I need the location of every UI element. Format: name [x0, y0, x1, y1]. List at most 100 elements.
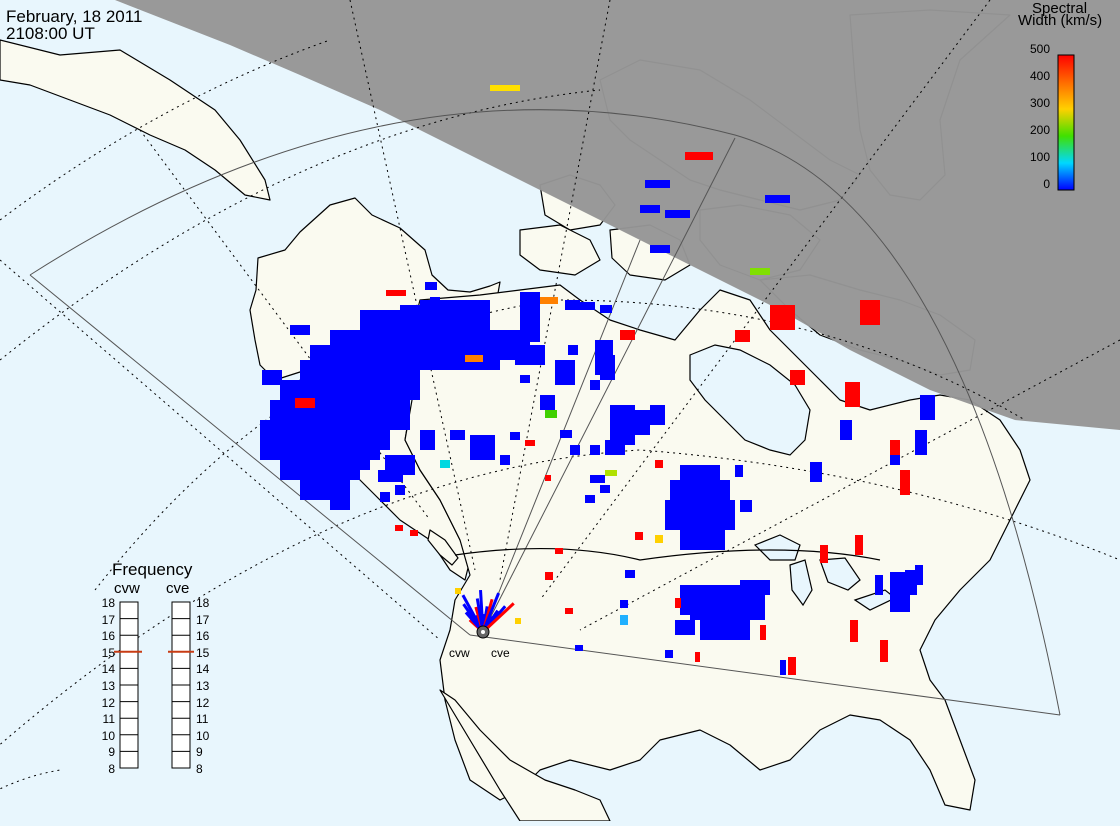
colorbar-tick: 500: [1029, 42, 1050, 56]
echo-cell: [380, 390, 410, 420]
echo-cell: [570, 445, 580, 455]
echo-cell: [395, 455, 407, 465]
echo-cell: [855, 535, 863, 555]
frequency-tick-label: 8: [196, 762, 203, 776]
echo-cell: [440, 460, 450, 468]
echo-cell: [700, 470, 720, 490]
echo-cell: [630, 410, 650, 435]
echo-cell: [380, 492, 390, 502]
echo-cell: [685, 152, 713, 160]
echo-cell: [565, 300, 580, 310]
echo-cell: [760, 625, 766, 640]
echo-cell: [555, 548, 563, 554]
great-lakes: [753, 534, 897, 611]
echo-cell: [675, 620, 695, 635]
echo-cell: [645, 180, 670, 188]
echo-cell: [400, 340, 460, 370]
echo-cell: [695, 652, 700, 662]
echo-cell: [915, 565, 923, 585]
echo-data: [260, 85, 935, 675]
frequency-tick-label: 11: [102, 712, 115, 727]
date-label: February, 18 2011: [6, 7, 143, 26]
echo-cell: [420, 430, 435, 450]
echo-cell: [620, 330, 635, 340]
frequency-scale-cve: [168, 601, 194, 769]
echo-cell: [515, 618, 521, 624]
colorbar-units: Width (km/s): [1018, 12, 1103, 29]
colorbar-tick: 100: [1029, 150, 1050, 164]
echo-cell: [262, 370, 282, 385]
spectral-width-colorbar: [1057, 54, 1075, 191]
echo-cell: [915, 430, 927, 455]
echo-cell: [740, 580, 770, 595]
echo-cell: [625, 570, 635, 578]
echo-cell: [330, 490, 350, 510]
echo-cell: [680, 520, 725, 550]
frequency-tick-label: 12: [101, 695, 115, 710]
frequency-title: Frequency: [112, 560, 193, 579]
echo-cell: [765, 195, 790, 203]
echo-cell: [845, 382, 860, 407]
echo-cell: [470, 435, 495, 460]
echo-cell: [295, 398, 315, 408]
echo-cell: [350, 420, 390, 450]
echo-cell: [425, 282, 437, 290]
colorbar-title: Spectral: [1032, 0, 1088, 17]
frequency-tick-label: 14: [196, 662, 210, 677]
echo-cell: [640, 205, 660, 213]
echo-cell: [655, 460, 663, 468]
echo-cell: [345, 360, 395, 390]
echo-cell: [290, 325, 310, 335]
echo-cell: [605, 470, 617, 476]
echo-cell: [620, 615, 628, 625]
echo-cell: [840, 420, 852, 440]
echo-cell: [545, 572, 553, 580]
echo-cell: [860, 300, 880, 325]
echo-cell: [740, 500, 752, 512]
echo-cell: [675, 598, 681, 608]
colorbar-tick: 200: [1029, 123, 1050, 137]
frequency-tick-label: 10: [101, 728, 115, 743]
frequency-tick-label: 17: [196, 612, 210, 627]
echo-cell: [665, 650, 673, 658]
echo-cell: [650, 405, 665, 425]
echo-cell: [890, 440, 900, 455]
echo-cell: [386, 290, 406, 296]
frequency-tick-label: 14: [101, 662, 115, 677]
echo-cell: [605, 440, 625, 455]
echo-cell: [900, 470, 910, 495]
frequency-radar-label: cvw: [114, 580, 140, 597]
echo-cell: [655, 535, 663, 543]
echo-cell: [520, 375, 530, 383]
echo-cell: [905, 570, 917, 595]
echo-cell: [490, 85, 520, 91]
colorbar-tick: 300: [1029, 96, 1050, 110]
echo-cell: [600, 305, 612, 313]
echo-cell: [750, 268, 770, 275]
echo-cell: [430, 297, 440, 303]
radar-label-cvw: cvw: [449, 646, 470, 660]
echo-cell: [590, 445, 600, 455]
echo-cell: [545, 475, 551, 481]
echo-cell: [575, 302, 595, 310]
frequency-tick-label: 13: [101, 679, 115, 693]
echo-cell: [790, 370, 805, 385]
echo-cell: [568, 345, 578, 355]
echo-cell: [880, 640, 888, 662]
echo-cell: [545, 410, 557, 418]
echo-cell: [600, 485, 610, 493]
echo-cell: [665, 210, 690, 218]
echo-cell: [600, 355, 615, 380]
echo-cell: [455, 588, 461, 594]
echo-cell: [450, 430, 465, 440]
echo-cell: [585, 495, 595, 503]
radar-label-cve: cve: [491, 646, 510, 660]
echo-cell: [850, 620, 858, 642]
echo-cell: [810, 462, 822, 482]
frequency-tick-label: 9: [108, 745, 115, 760]
echo-cell: [650, 245, 670, 253]
echo-cell: [720, 605, 750, 625]
frequency-tick-label: 15: [101, 645, 115, 660]
